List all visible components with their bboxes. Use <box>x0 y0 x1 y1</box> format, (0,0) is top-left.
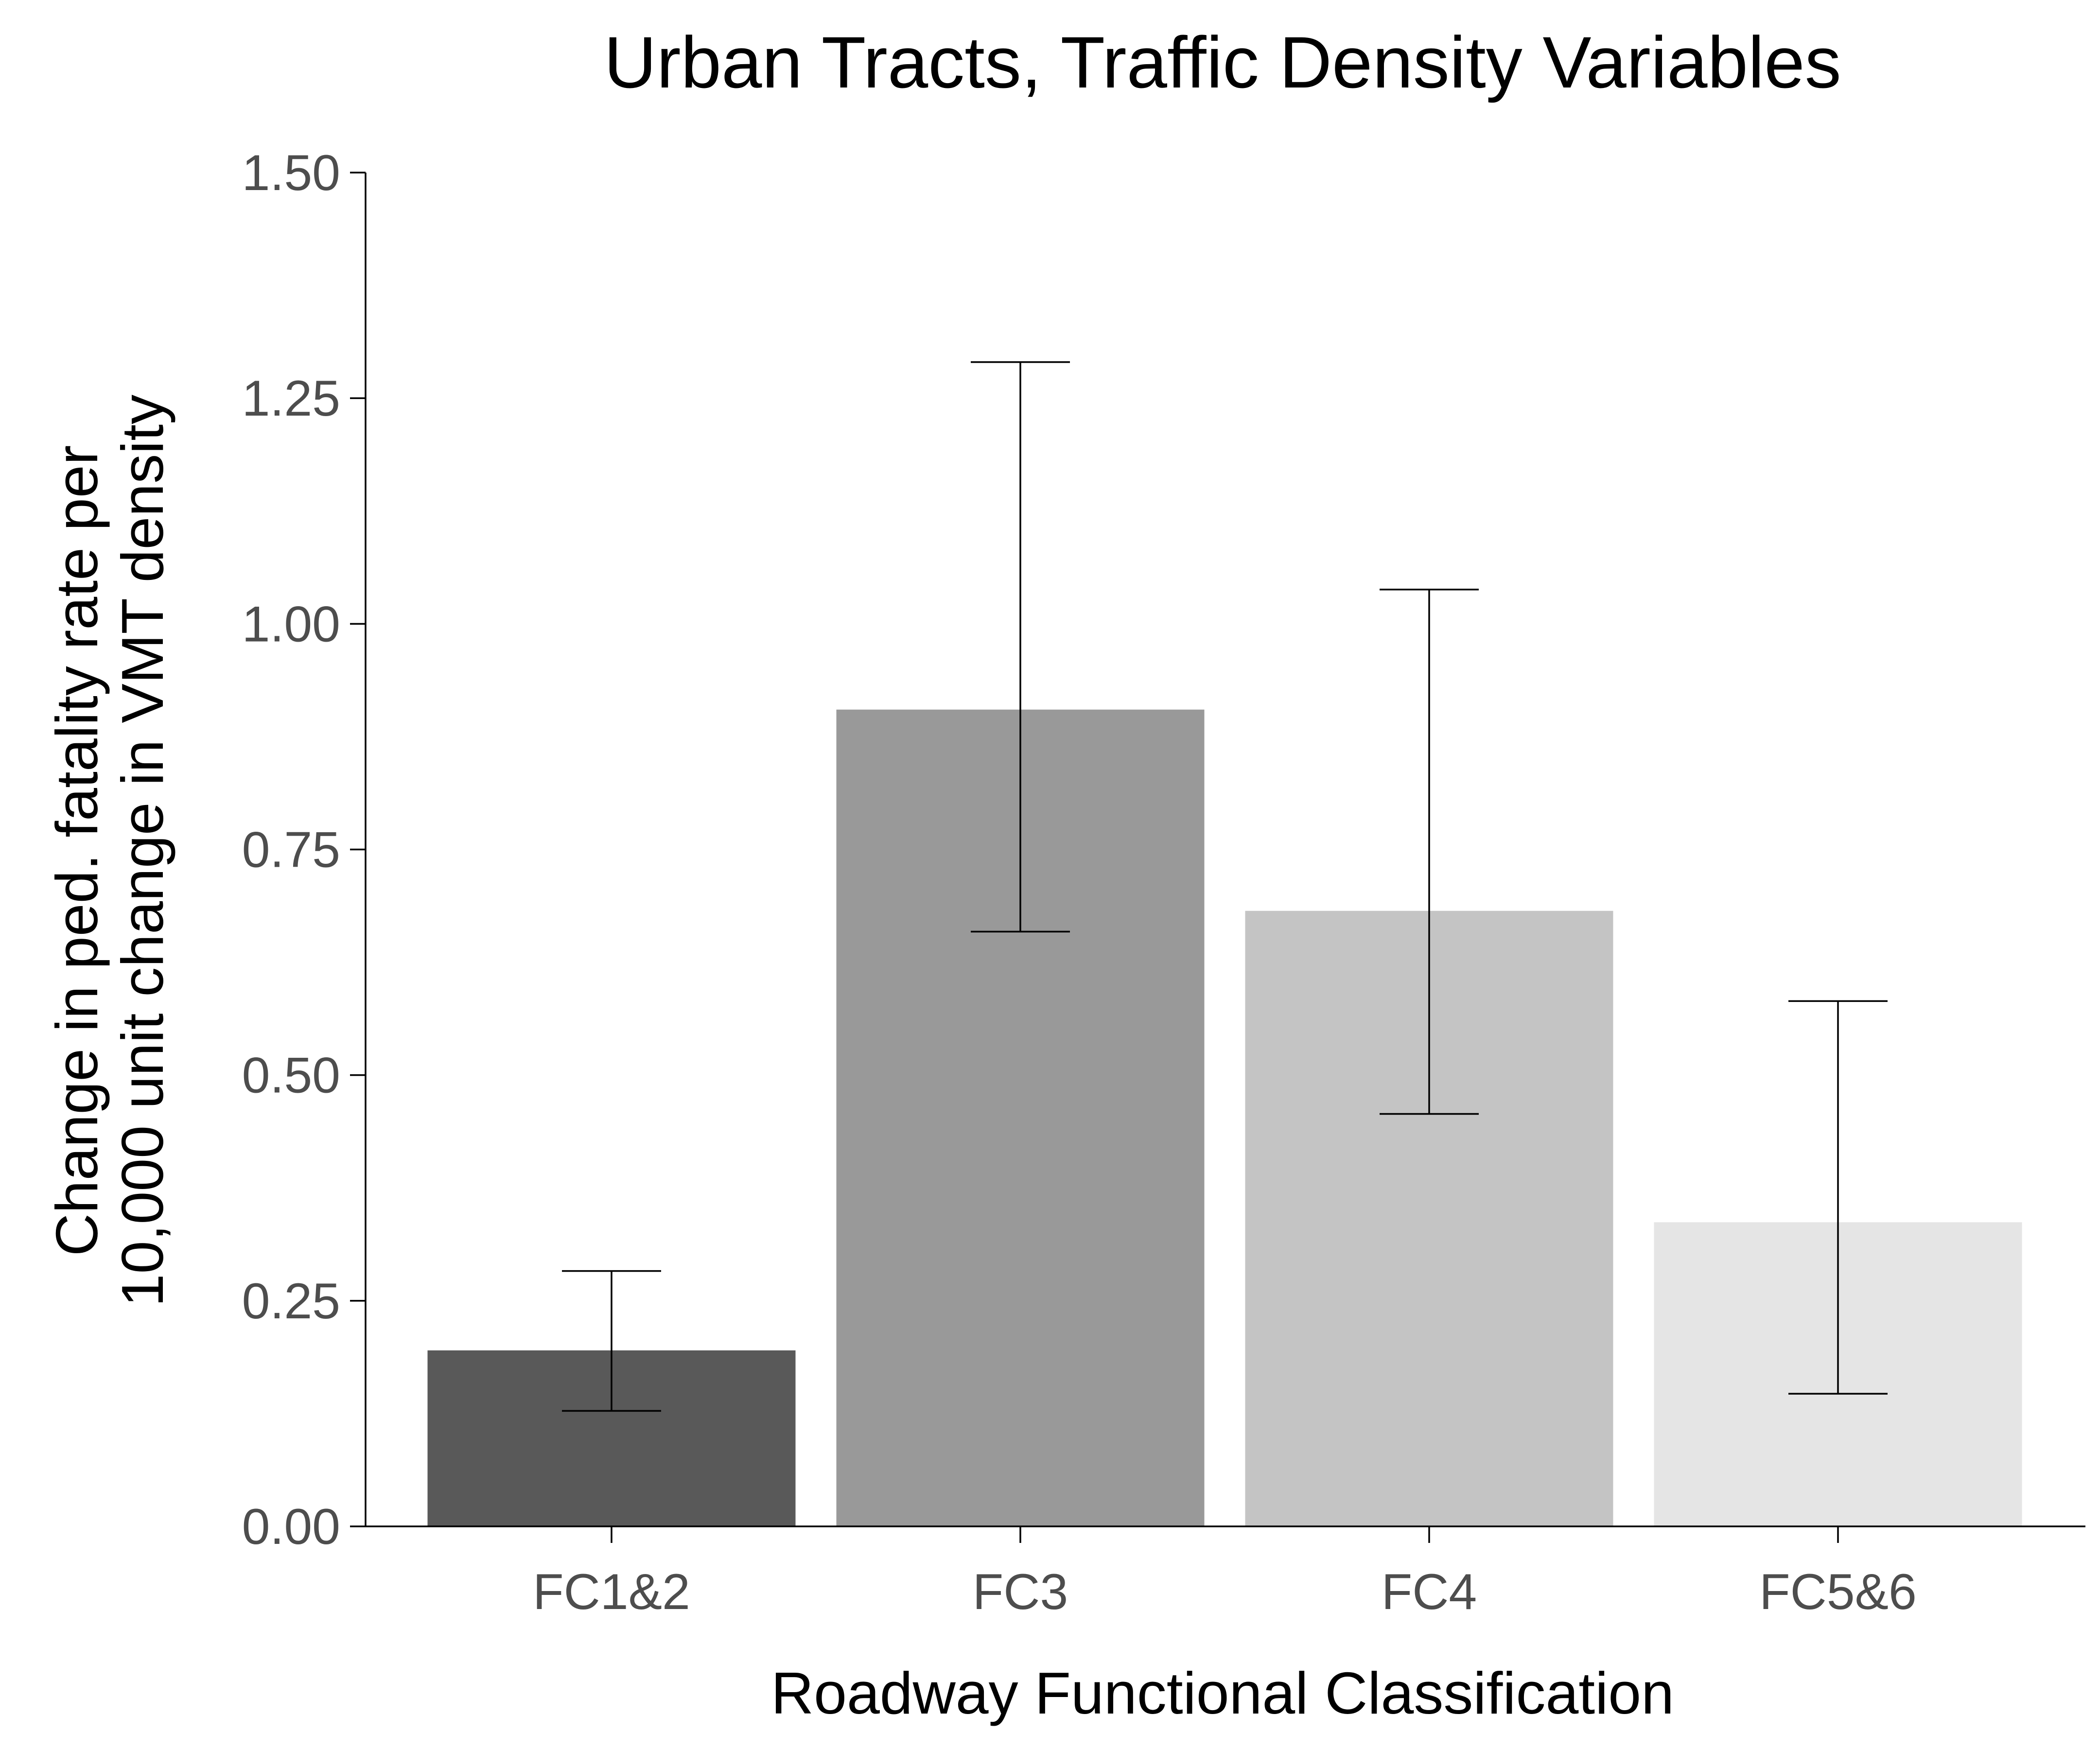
y-tick-label: 1.00 <box>242 596 340 652</box>
y-axis-title: Change in ped. fatality rate per 10,000 … <box>44 395 175 1307</box>
x-tick-label: FC4 <box>1382 1564 1477 1620</box>
y-tick-label: 0.75 <box>242 822 340 878</box>
error-bar-FC5&6 <box>1788 1000 1888 1395</box>
y-tick-label: 0.00 <box>242 1499 340 1555</box>
error-bar-FC3 <box>971 361 1070 933</box>
error-bar-FC1&2 <box>562 1270 661 1412</box>
y-tick-label: 0.50 <box>242 1048 340 1104</box>
x-tick-label: FC5&6 <box>1759 1564 1917 1620</box>
plot-area <box>427 361 2022 1526</box>
chart-title: Urban Tracts, Traffic Density Variables <box>604 21 1841 103</box>
y-tick-label: 1.25 <box>242 370 340 427</box>
x-axis-title: Roadway Functional Classification <box>771 1660 1674 1726</box>
x-tick-label: FC3 <box>973 1564 1068 1620</box>
y-axis-title-line-1: Change in ped. fatality rate per <box>44 445 110 1256</box>
y-axis-title-line-2: 10,000 unit change in VMT density <box>109 395 175 1307</box>
x-axis-ticks: FC1&2 FC3 FC4 FC5&6 <box>533 1526 1917 1620</box>
x-tick-label: FC1&2 <box>533 1564 690 1620</box>
y-axis-ticks: 0.00 0.25 0.50 0.75 1.00 1.25 1.50 <box>242 145 366 1555</box>
y-tick-label: 0.25 <box>242 1273 340 1330</box>
error-bar-FC4 <box>1380 589 1479 1115</box>
y-tick-label: 1.50 <box>242 145 340 201</box>
